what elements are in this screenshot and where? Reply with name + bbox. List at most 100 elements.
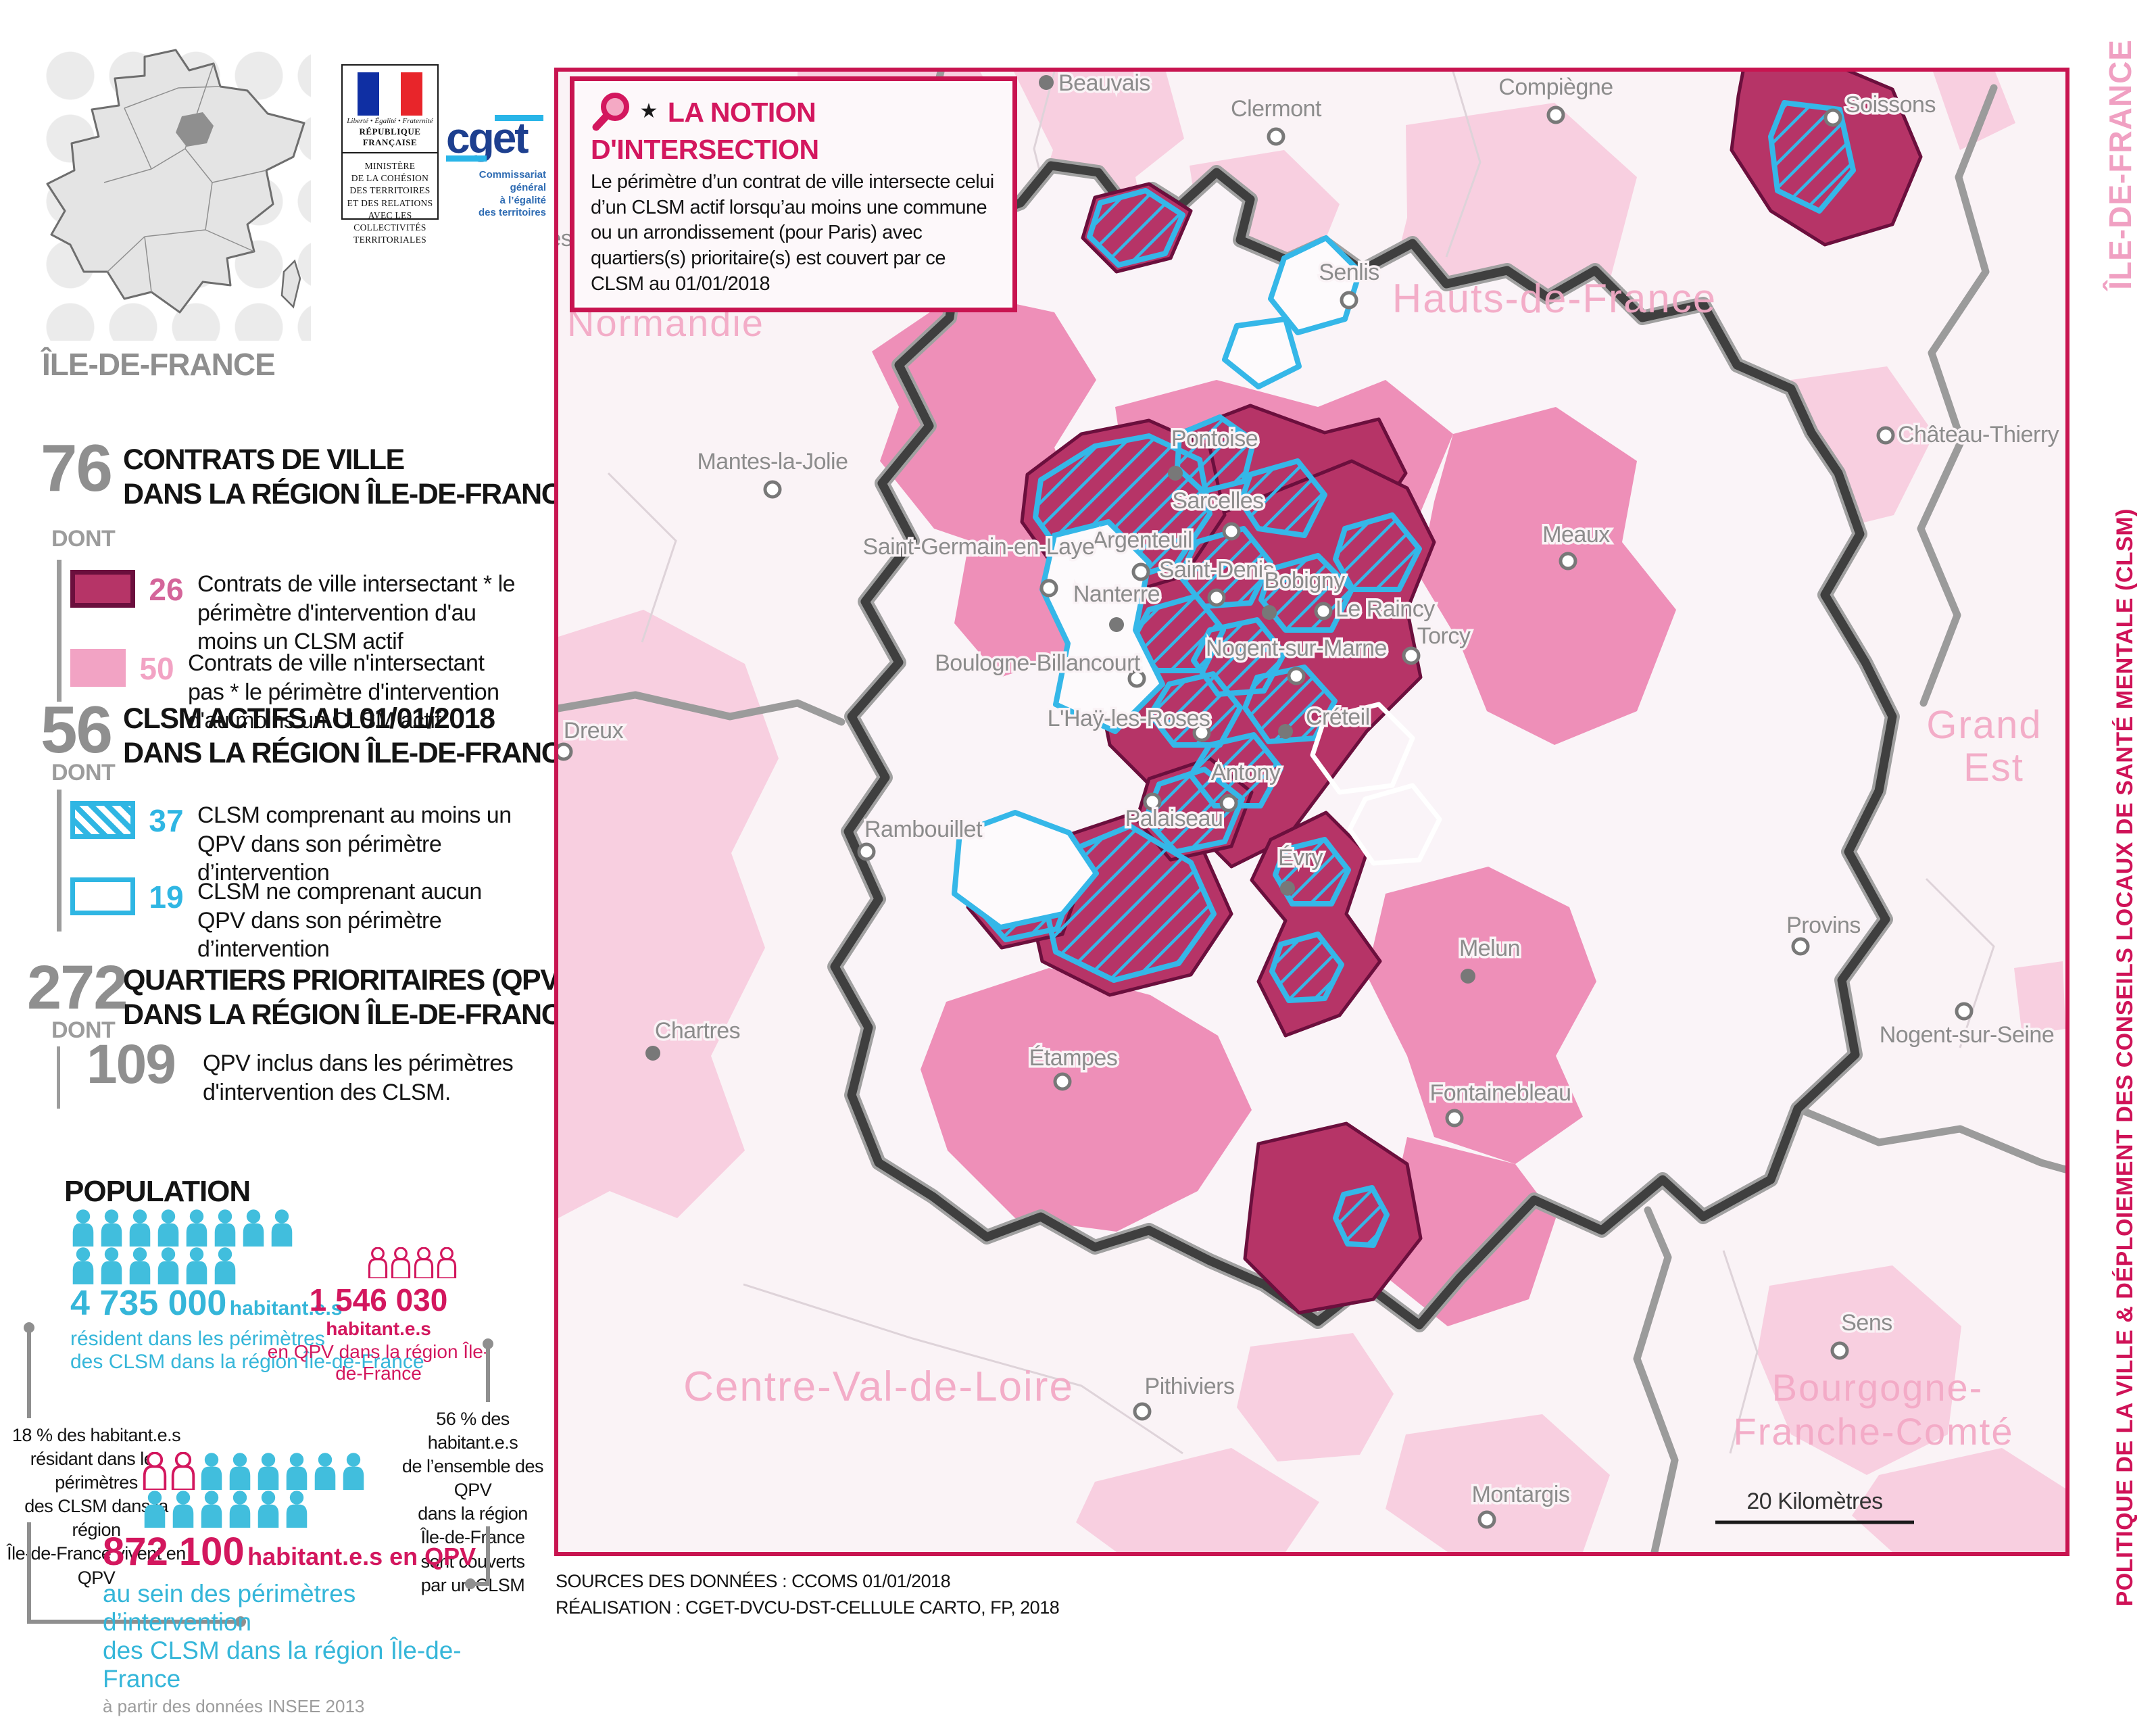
person-icon xyxy=(314,1453,336,1490)
city-label: Clermont xyxy=(1231,96,1322,122)
ministry-line: MINISTÈRE xyxy=(364,161,416,171)
person-icon xyxy=(243,1209,264,1247)
person-icon xyxy=(286,1491,308,1528)
france-locator-map xyxy=(46,49,305,314)
swatch-light-pink xyxy=(70,649,126,687)
ministry-line: ET DES RELATIONS xyxy=(347,197,433,208)
legend-item-cv-intersectant: 26 Contrats de ville intersectant * le p… xyxy=(70,570,522,656)
stat-title-line: DANS LA RÉGION ÎLE-DE-FRANCE xyxy=(123,477,581,510)
pct56-line: Île-de-France xyxy=(420,1527,525,1548)
city-marker: Nogent-sur-Marne xyxy=(1204,633,1390,685)
city-marker: Clermont xyxy=(1229,94,1325,146)
connector-line xyxy=(27,1620,238,1624)
city-marker: Pithiviers xyxy=(1133,1372,1237,1421)
stat-title-line: CLSM ACTIFS AU 01/01/2018 xyxy=(123,702,495,735)
city-dot-icon xyxy=(1955,1002,1974,1021)
cget-logo: cget Commissariat général à l’égalité de… xyxy=(446,115,547,220)
person-icon xyxy=(229,1453,251,1490)
city-marker: Soissons xyxy=(1823,90,1938,127)
connector-dot xyxy=(24,1322,34,1333)
city-dot-icon xyxy=(1109,617,1124,632)
person-icon xyxy=(172,1491,194,1528)
city-marker: Saint-Germain-en-Laye xyxy=(860,532,1097,598)
connector-line xyxy=(27,1522,31,1624)
connector-line xyxy=(27,1332,31,1418)
city-marker: Fontainebleau xyxy=(1427,1078,1574,1128)
city-marker: Sens xyxy=(1830,1308,1895,1360)
legend-item-cv-non-intersectant: 50 Contrats de ville n'intersectant pas … xyxy=(70,649,512,735)
cget-subtitle: Commissariat général à l’égalité des ter… xyxy=(446,169,546,220)
city-dot-icon xyxy=(1039,75,1054,90)
france-region-borders xyxy=(103,63,267,293)
cget-sub-line: général xyxy=(510,181,546,193)
city-label: Nanterre xyxy=(1073,581,1160,607)
city-dot-icon xyxy=(1143,792,1162,811)
city-marker: Meaux xyxy=(1540,520,1613,571)
city-dot-icon xyxy=(1445,1109,1464,1128)
neighbor-region-borders xyxy=(558,72,2065,1552)
legend-text: CLSM ne comprenant aucun QPV dans son pé… xyxy=(197,879,482,962)
person-icon xyxy=(144,1491,166,1528)
pct56-note: 56 % des habitant.e.s de l’ensemble des … xyxy=(400,1407,545,1597)
dont-label: DONT xyxy=(51,526,116,552)
city-marker: Provins xyxy=(1784,911,1863,956)
city-marker: Palaiseau xyxy=(1123,792,1225,834)
person-icon xyxy=(101,1247,122,1284)
connector-dot xyxy=(235,1616,246,1627)
stat-contrats-title: CONTRATS DE VILLE DANS LA RÉGION ÎLE-DE-… xyxy=(123,443,581,511)
city-label: Dreux xyxy=(564,718,624,744)
person-icon xyxy=(129,1209,151,1247)
stat-contrats-value: 76 xyxy=(41,431,113,505)
city-label: Argenteuil xyxy=(1092,527,1192,553)
person-icon xyxy=(437,1247,457,1278)
scale-label: 20 Kilomètres xyxy=(1746,1489,1882,1514)
city-dot-icon xyxy=(1053,1072,1072,1091)
city-label: Évry xyxy=(1278,845,1323,871)
asterisk-star-icon: ★ xyxy=(639,100,658,122)
person-icon xyxy=(214,1247,236,1284)
person-icon xyxy=(129,1247,151,1284)
city-label: Mantes-la-Jolie xyxy=(697,449,848,475)
city-marker: Bobigny xyxy=(1262,566,1348,620)
pct18-line: Île-de-France vivent en QPV xyxy=(7,1543,186,1588)
scale-bar: 20 Kilomètres xyxy=(1715,1489,1914,1524)
ministry-line: DES TERRITOIRES xyxy=(349,185,431,196)
legend-item-clsm-qpv: 37 CLSM comprenant au moins un QPV dans … xyxy=(70,801,522,888)
city-dot-icon xyxy=(1131,562,1150,581)
city-label: Antony xyxy=(1211,760,1281,785)
stat-qpv-inclus-value: 109 xyxy=(87,1034,176,1095)
people-icons-qpv xyxy=(366,1247,488,1278)
city-marker: Boulogne-Billancourt xyxy=(933,648,1146,688)
person-icon xyxy=(391,1247,411,1278)
city-dot-icon xyxy=(1546,105,1565,124)
legend-value: 50 xyxy=(139,651,174,686)
city-dot-icon xyxy=(1461,969,1475,984)
region-label: Centre-Val-de-Loire xyxy=(683,1363,1074,1410)
side-title-policy: POLITIQUE DE LA VILLE & DÉPLOIEMENT DES … xyxy=(2112,508,2138,1607)
city-marker: Dreux xyxy=(558,716,627,761)
people-icons-mixed xyxy=(141,1452,391,1528)
city-marker: Pontoise xyxy=(1168,424,1260,481)
city-dot-icon xyxy=(1222,522,1241,541)
connector-dot xyxy=(483,1338,493,1349)
logo-republic: RÉPUBLIQUE FRANÇAISE xyxy=(343,126,437,153)
city-label: Beauvais xyxy=(1058,72,1150,96)
city-marker: Évry xyxy=(1276,843,1326,896)
person-icon xyxy=(214,1209,236,1247)
city-marker: Saint-Denis xyxy=(1156,555,1277,607)
person-icon xyxy=(343,1453,364,1490)
stat-qpv-title: QUARTIERS PRIORITAIRES (QPV) DANS LA RÉG… xyxy=(123,963,581,1032)
city-label: L'Haÿ-les-Roses xyxy=(1048,706,1210,731)
mixed-population-value: 872 100 xyxy=(103,1530,245,1574)
corsica xyxy=(280,259,301,309)
swatch-cyan-hatch xyxy=(70,801,135,839)
city-marker: Argenteuil xyxy=(1089,525,1195,581)
city-label: Montargis xyxy=(1472,1482,1570,1507)
region-label: Bourgogne- xyxy=(1772,1366,1984,1409)
city-dot-icon xyxy=(1262,605,1277,620)
city-label: Compiègne xyxy=(1498,74,1613,100)
city-markers: BeauvaisClermontCompiègneSoissonsLes And… xyxy=(558,72,2062,1529)
city-label: Fontainebleau xyxy=(1429,1080,1571,1106)
people-icons-clsm xyxy=(69,1209,320,1284)
pct56-line: de l’ensemble des QPV xyxy=(401,1456,544,1501)
